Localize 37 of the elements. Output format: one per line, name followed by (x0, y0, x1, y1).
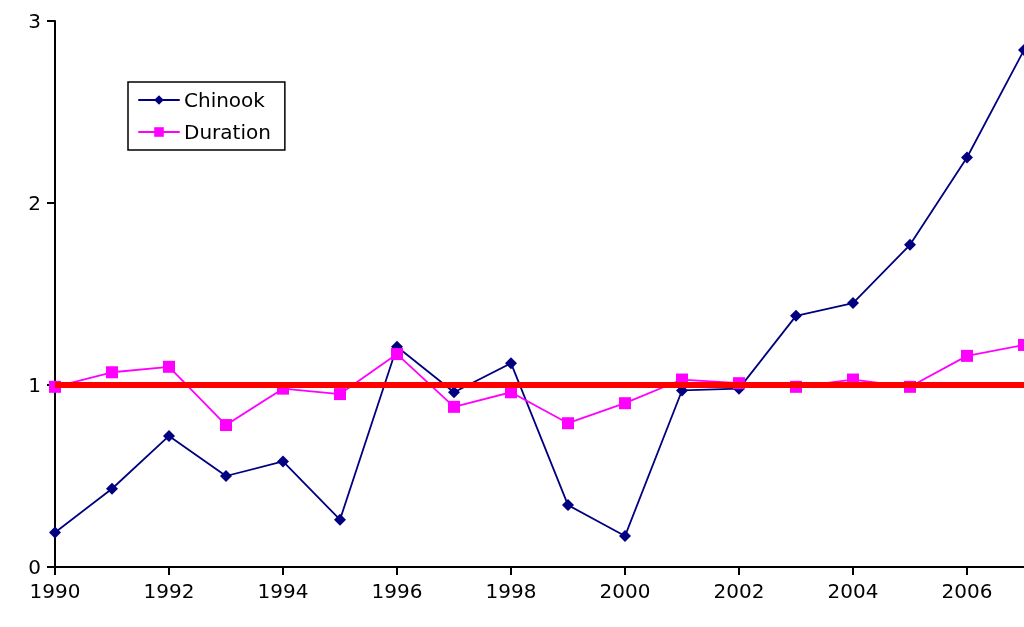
x-tick-label: 1990 (29, 579, 81, 603)
x-tick-label: 2002 (713, 579, 765, 603)
point (106, 366, 118, 379)
point (961, 349, 973, 362)
legend-label: Chinook (184, 88, 266, 112)
point (448, 400, 460, 413)
point (49, 526, 61, 539)
point (904, 238, 916, 251)
point (220, 419, 232, 432)
legend-label: Duration (184, 120, 271, 144)
point (562, 499, 574, 512)
y-tick-label: 3 (28, 9, 41, 33)
point (619, 530, 631, 543)
y-tick-label: 2 (28, 191, 41, 215)
point (847, 297, 859, 310)
x-tick-label: 1994 (257, 579, 309, 603)
point (334, 513, 346, 526)
x-tick-label: 2004 (827, 579, 879, 603)
y-tick-label: 0 (28, 555, 41, 579)
x-tick-label: 1996 (371, 579, 423, 603)
point (163, 360, 175, 373)
point (334, 388, 346, 401)
point (277, 455, 289, 468)
point (505, 357, 517, 370)
point (391, 348, 403, 361)
x-tick-label: 2006 (941, 579, 993, 603)
point (790, 309, 802, 322)
point (961, 151, 973, 164)
point (220, 470, 232, 482)
point (163, 429, 175, 442)
x-tick-label: 2000 (599, 579, 651, 603)
x-tick-label: 1998 (485, 579, 537, 603)
point (562, 417, 574, 430)
point (106, 482, 118, 495)
point (619, 397, 631, 410)
y-tick-label: 1 (28, 373, 41, 397)
x-tick-label: 1992 (143, 579, 195, 603)
